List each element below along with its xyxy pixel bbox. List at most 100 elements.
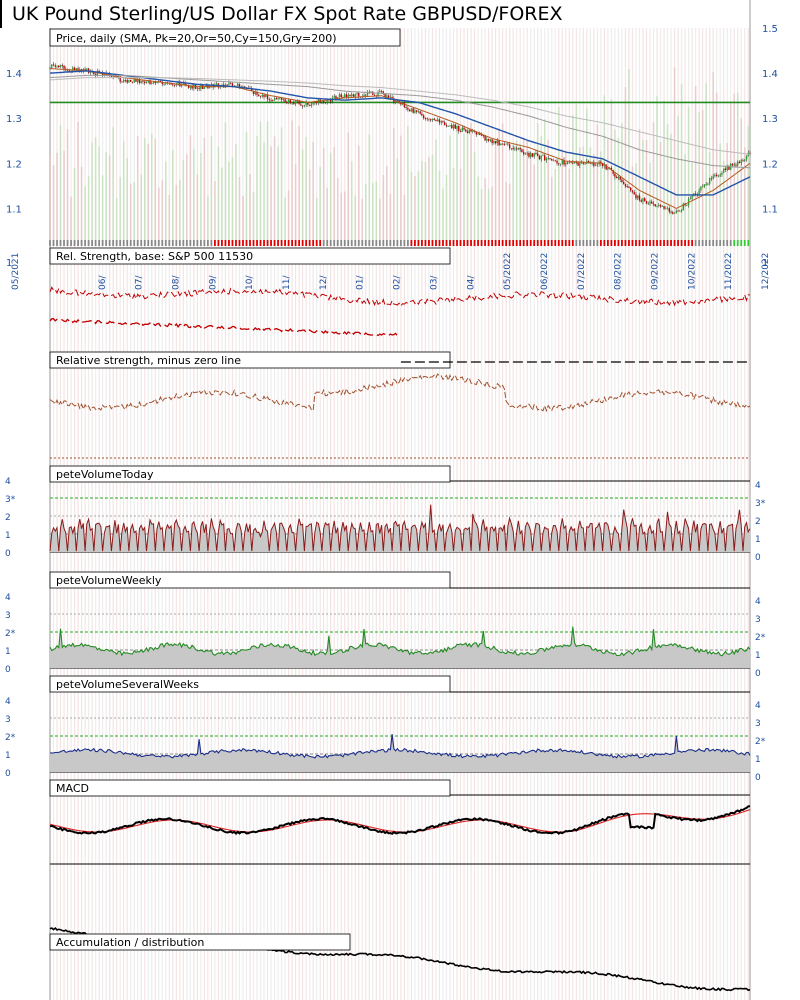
trend-status-cell: [603, 240, 606, 246]
background-stripe: [379, 28, 381, 1000]
trend-status-cell: [578, 240, 581, 246]
volume-bar: [642, 139, 644, 240]
background-stripe: [270, 28, 272, 1000]
trend-status-cell: [196, 240, 199, 246]
volume-bar: [343, 191, 346, 240]
trend-status-cell: [245, 240, 248, 246]
trend-status-cell: [512, 240, 515, 246]
vol-several-panel-right-tick: 4: [755, 701, 761, 711]
volume-bar: [189, 135, 192, 240]
background-stripe: [561, 28, 563, 1000]
background-stripe: [519, 28, 521, 1000]
candle-body: [77, 68, 79, 71]
trend-status-cell: [371, 240, 374, 246]
background-stripe: [249, 28, 251, 1000]
volume-bar: [631, 166, 634, 240]
background-stripe: [130, 28, 132, 1000]
volume-bar: [101, 175, 104, 240]
trend-status-cell: [729, 240, 732, 246]
trend-status-cell: [343, 240, 346, 246]
candle-body: [554, 160, 556, 162]
background-stripe: [705, 28, 707, 1000]
background-stripe: [112, 28, 114, 1000]
background-stripe: [452, 28, 455, 1000]
volume-bar: [550, 176, 553, 240]
trend-status-cell: [673, 240, 676, 246]
background-stripe: [649, 28, 651, 1000]
candle-body: [600, 161, 602, 164]
background-stripe: [133, 28, 135, 1000]
vol-weekly-panel-left-tick: 1: [5, 647, 11, 657]
macd-panel-label-box: [49, 779, 451, 797]
candle-body: [196, 87, 199, 89]
candle-body: [491, 139, 493, 144]
background-stripe: [631, 28, 634, 1000]
background-stripe: [487, 28, 490, 1000]
candle-body: [73, 67, 76, 71]
background-stripe: [95, 28, 97, 1000]
volume-bar: [368, 134, 371, 240]
trend-status-cell: [375, 240, 378, 246]
trend-status-cell: [112, 240, 115, 246]
background-stripe: [607, 28, 609, 1000]
volume-bar: [140, 174, 143, 240]
candle-body: [437, 119, 439, 122]
candle-body: [528, 152, 530, 157]
candle-body: [496, 140, 499, 144]
candle-body: [407, 108, 409, 110]
volume-bar: [364, 184, 367, 240]
background-stripe: [238, 28, 241, 1000]
trend-status-cell: [515, 240, 518, 246]
trend-status-cell: [705, 240, 708, 246]
vol-weekly-panel-fill: [50, 626, 750, 668]
background-stripe: [158, 28, 160, 1000]
candle-body: [242, 86, 244, 88]
background-stripe: [280, 28, 283, 1000]
candle-body: [552, 160, 555, 162]
candle-body: [587, 161, 590, 163]
volume-bar: [308, 169, 311, 240]
trend-status-cell: [610, 240, 613, 246]
candle-body: [521, 149, 523, 153]
volume-bar: [663, 100, 665, 240]
candle-body: [347, 94, 349, 98]
candle-body: [472, 131, 474, 132]
background-stripe: [351, 28, 353, 1000]
background-stripe: [102, 28, 104, 1000]
background-stripe: [368, 28, 370, 1000]
candle-body: [282, 99, 285, 100]
trend-status-cell: [322, 240, 325, 246]
volume-bar: [677, 115, 679, 240]
candle-body: [538, 155, 541, 160]
background-stripe: [417, 28, 420, 1000]
background-stripe: [284, 28, 286, 1000]
trend-status-cell: [501, 240, 504, 246]
volume-bar: [129, 183, 132, 240]
background-stripe: [691, 28, 693, 1000]
rs-line: [49, 286, 751, 307]
background-stripe: [421, 28, 423, 1000]
trend-status-cell: [487, 240, 490, 246]
background-stripe: [526, 28, 528, 1000]
volume-bar: [108, 155, 111, 240]
background-stripe: [235, 28, 237, 1000]
candle-body: [268, 99, 270, 101]
trend-status-cell: [414, 240, 416, 246]
volume-bar: [228, 161, 230, 240]
trend-status-cell: [347, 240, 350, 246]
trend-status-cell: [224, 240, 227, 246]
trend-status-cell: [656, 240, 658, 246]
background-stripe: [589, 28, 591, 1000]
volume-bar: [484, 177, 486, 240]
trend-status-cell: [266, 240, 269, 246]
volume-bar: [382, 175, 385, 240]
background-stripe: [572, 28, 574, 1000]
background-stripe: [449, 28, 451, 1000]
background-stripe: [400, 28, 402, 1000]
volume-bar: [743, 147, 746, 240]
trend-status-cell: [357, 240, 360, 246]
background-stripe: [407, 28, 409, 1000]
volume-bar: [666, 124, 669, 240]
trend-status-cell: [596, 240, 599, 246]
background-stripe: [744, 28, 746, 1000]
